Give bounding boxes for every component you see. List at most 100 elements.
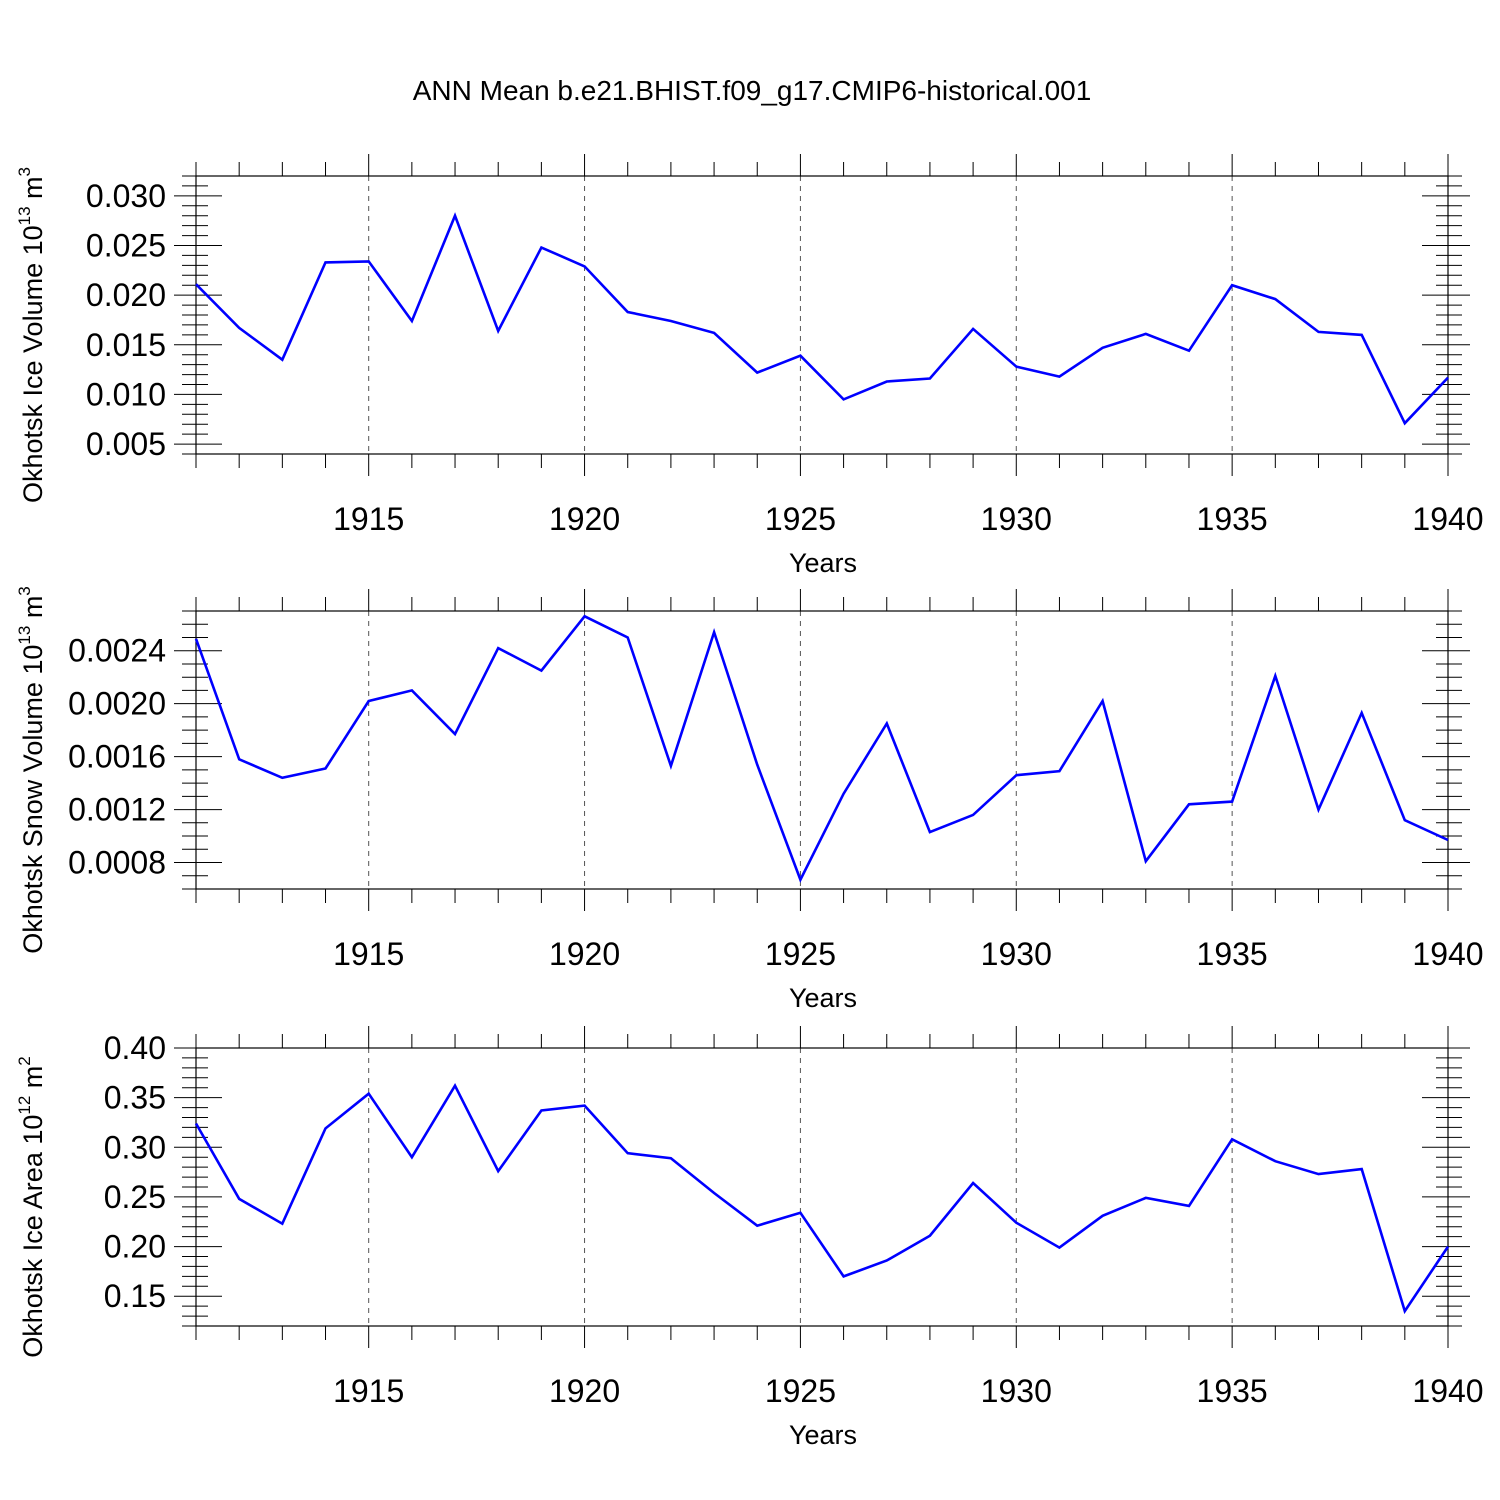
data-point-1920 [583, 265, 585, 267]
data-point-1935 [1231, 800, 1233, 802]
data-point-1935 [1231, 1138, 1233, 1140]
data-point-1917 [454, 733, 456, 735]
data-point-1933 [1145, 1197, 1147, 1199]
data-point-1929 [972, 328, 974, 330]
x-tick-label-1915: 1915 [333, 936, 404, 972]
data-point-1913 [281, 1223, 283, 1225]
data-point-1921 [627, 311, 629, 313]
y-axis-label-unit: m [18, 596, 48, 626]
x-tick-label-1935: 1935 [1197, 936, 1268, 972]
series-line [194, 614, 1449, 883]
data-point-1930 [1015, 365, 1017, 367]
x-tick-label-1940: 1940 [1412, 1373, 1483, 1409]
data-point-1928 [929, 377, 931, 379]
x-tick-label-1925: 1925 [765, 1373, 836, 1409]
y-tick-label-0.35: 0.35 [104, 1080, 166, 1116]
data-point-1925 [799, 355, 801, 357]
y-axis-label-unit-exponent: 3 [15, 167, 34, 176]
data-point-1922 [670, 1157, 672, 1159]
x-tick-label-1930: 1930 [981, 501, 1052, 537]
data-point-1920 [583, 615, 585, 617]
y-tick-label-0.0024: 0.0024 [68, 633, 166, 669]
y-tick-label-0.010: 0.010 [86, 376, 166, 412]
data-point-1913 [281, 777, 283, 779]
y-tick-label-0.015: 0.015 [86, 327, 166, 363]
data-point-1927 [886, 380, 888, 382]
data-point-1927 [886, 722, 888, 724]
y-tick-label-0.20: 0.20 [104, 1229, 166, 1265]
x-tick-label-1930: 1930 [981, 936, 1052, 972]
panel-3: 1915 1920 1925 1930 1935 1940 Years 0.15 0.20 0.2… [15, 1026, 1484, 1450]
x-tick-label-1920: 1920 [549, 1373, 620, 1409]
data-point-1918 [497, 330, 499, 332]
data-point-1922 [670, 765, 672, 767]
data-point-1915 [367, 1092, 369, 1094]
data-point-1920 [583, 1104, 585, 1106]
data-point-1936 [1274, 675, 1276, 677]
y-axis-label-text: Okhotsk Ice Volume 10 [18, 225, 48, 503]
data-point-1916 [411, 689, 413, 691]
x-tick-label-1925: 1925 [765, 936, 836, 972]
data-point-1912 [238, 327, 240, 329]
data-point-1918 [497, 1170, 499, 1172]
data-point-1925 [799, 879, 801, 881]
data-point-1939 [1404, 422, 1406, 424]
series-line [195, 212, 1449, 426]
data-point-1922 [670, 320, 672, 322]
data-point-1938 [1360, 712, 1362, 714]
data-point-1916 [411, 1156, 413, 1158]
data-point-1917 [454, 215, 456, 217]
data-point-1940 [1447, 376, 1449, 378]
x-tick-label-1940: 1940 [1412, 501, 1483, 537]
x-tick-label-1920: 1920 [549, 501, 620, 537]
data-point-1923 [713, 631, 715, 633]
data-point-1931 [1058, 375, 1060, 377]
y-axis-label: Okhotsk Ice Volume 1013 m3 [15, 167, 48, 503]
data-point-1926 [842, 792, 844, 794]
data-point-1937 [1317, 1173, 1319, 1175]
data-point-1933 [1145, 860, 1147, 862]
data-point-1937 [1317, 331, 1319, 333]
series-line [194, 1083, 1450, 1315]
data-point-1929 [972, 1182, 974, 1184]
x-tick-label-1925: 1925 [765, 501, 836, 537]
y-tick-label-0.020: 0.020 [86, 277, 166, 313]
data-point-1923 [713, 332, 715, 334]
x-tick-label-1940: 1940 [1412, 936, 1483, 972]
data-point-1928 [929, 831, 931, 833]
data-point-1938 [1360, 334, 1362, 336]
x-tick-label-1935: 1935 [1197, 1373, 1268, 1409]
y-tick-label-0.0020: 0.0020 [68, 686, 166, 722]
data-point-1911 [195, 1122, 197, 1124]
data-point-1928 [929, 1234, 931, 1236]
data-point-1919 [540, 246, 542, 248]
data-point-1921 [627, 1152, 629, 1154]
y-axis-label-exponent: 12 [15, 1096, 34, 1115]
y-axis-label-unit: m [18, 176, 48, 206]
data-point-1924 [756, 763, 758, 765]
y-tick-label-0.005: 0.005 [86, 426, 166, 462]
data-point-1930 [1015, 774, 1017, 776]
x-tick-label-1920: 1920 [549, 936, 620, 972]
x-tick-label-1915: 1915 [333, 501, 404, 537]
x-tick-label-1915: 1915 [333, 1373, 404, 1409]
data-point-1926 [842, 398, 844, 400]
y-tick-label-0.025: 0.025 [86, 228, 166, 264]
chart-panels: 1915 1920 1925 1930 1935 1940 Years 0.005 0.010 0… [15, 154, 1484, 1450]
data-point-1931 [1058, 770, 1060, 772]
data-point-1937 [1317, 808, 1319, 810]
data-point-1913 [281, 358, 283, 360]
data-point-1911 [195, 638, 197, 640]
data-point-1919 [540, 1109, 542, 1111]
data-point-1934 [1188, 1205, 1190, 1207]
data-point-1932 [1101, 1215, 1103, 1217]
data-point-1912 [238, 758, 240, 760]
plot-frame [195, 1047, 1449, 1327]
data-point-1930 [1015, 1222, 1017, 1224]
x-tick-label-1935: 1935 [1197, 501, 1268, 537]
chart-title: ANN Mean b.e21.BHIST.f09_g17.CMIP6-histo… [413, 75, 1092, 106]
data-point-1934 [1188, 803, 1190, 805]
y-axis-label-text: Okhotsk Ice Area 10 [18, 1115, 48, 1358]
data-point-1914 [324, 767, 326, 769]
